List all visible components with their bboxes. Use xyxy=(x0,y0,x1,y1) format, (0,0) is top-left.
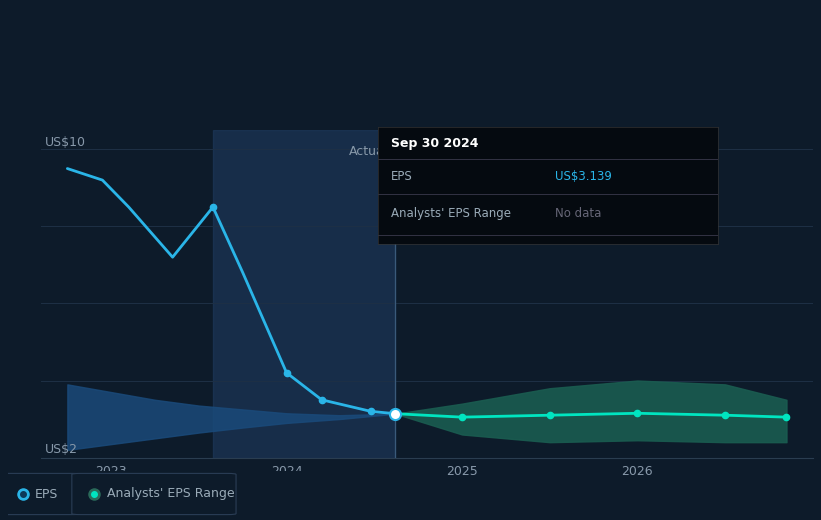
Text: Actual: Actual xyxy=(349,146,388,159)
Text: US$3.139: US$3.139 xyxy=(555,170,612,183)
Text: Analysts Forecasts: Analysts Forecasts xyxy=(413,146,530,159)
Text: US$10: US$10 xyxy=(44,136,85,149)
FancyBboxPatch shape xyxy=(72,473,236,515)
Text: Analysts' EPS Range: Analysts' EPS Range xyxy=(107,488,234,500)
Text: No data: No data xyxy=(555,207,601,220)
Text: Sep 30 2024: Sep 30 2024 xyxy=(392,137,479,150)
Text: US$2: US$2 xyxy=(44,443,77,456)
Text: EPS: EPS xyxy=(392,170,413,183)
Text: Analysts' EPS Range: Analysts' EPS Range xyxy=(392,207,511,220)
Bar xyxy=(213,130,396,458)
Text: EPS: EPS xyxy=(35,488,58,500)
FancyBboxPatch shape xyxy=(0,473,80,515)
